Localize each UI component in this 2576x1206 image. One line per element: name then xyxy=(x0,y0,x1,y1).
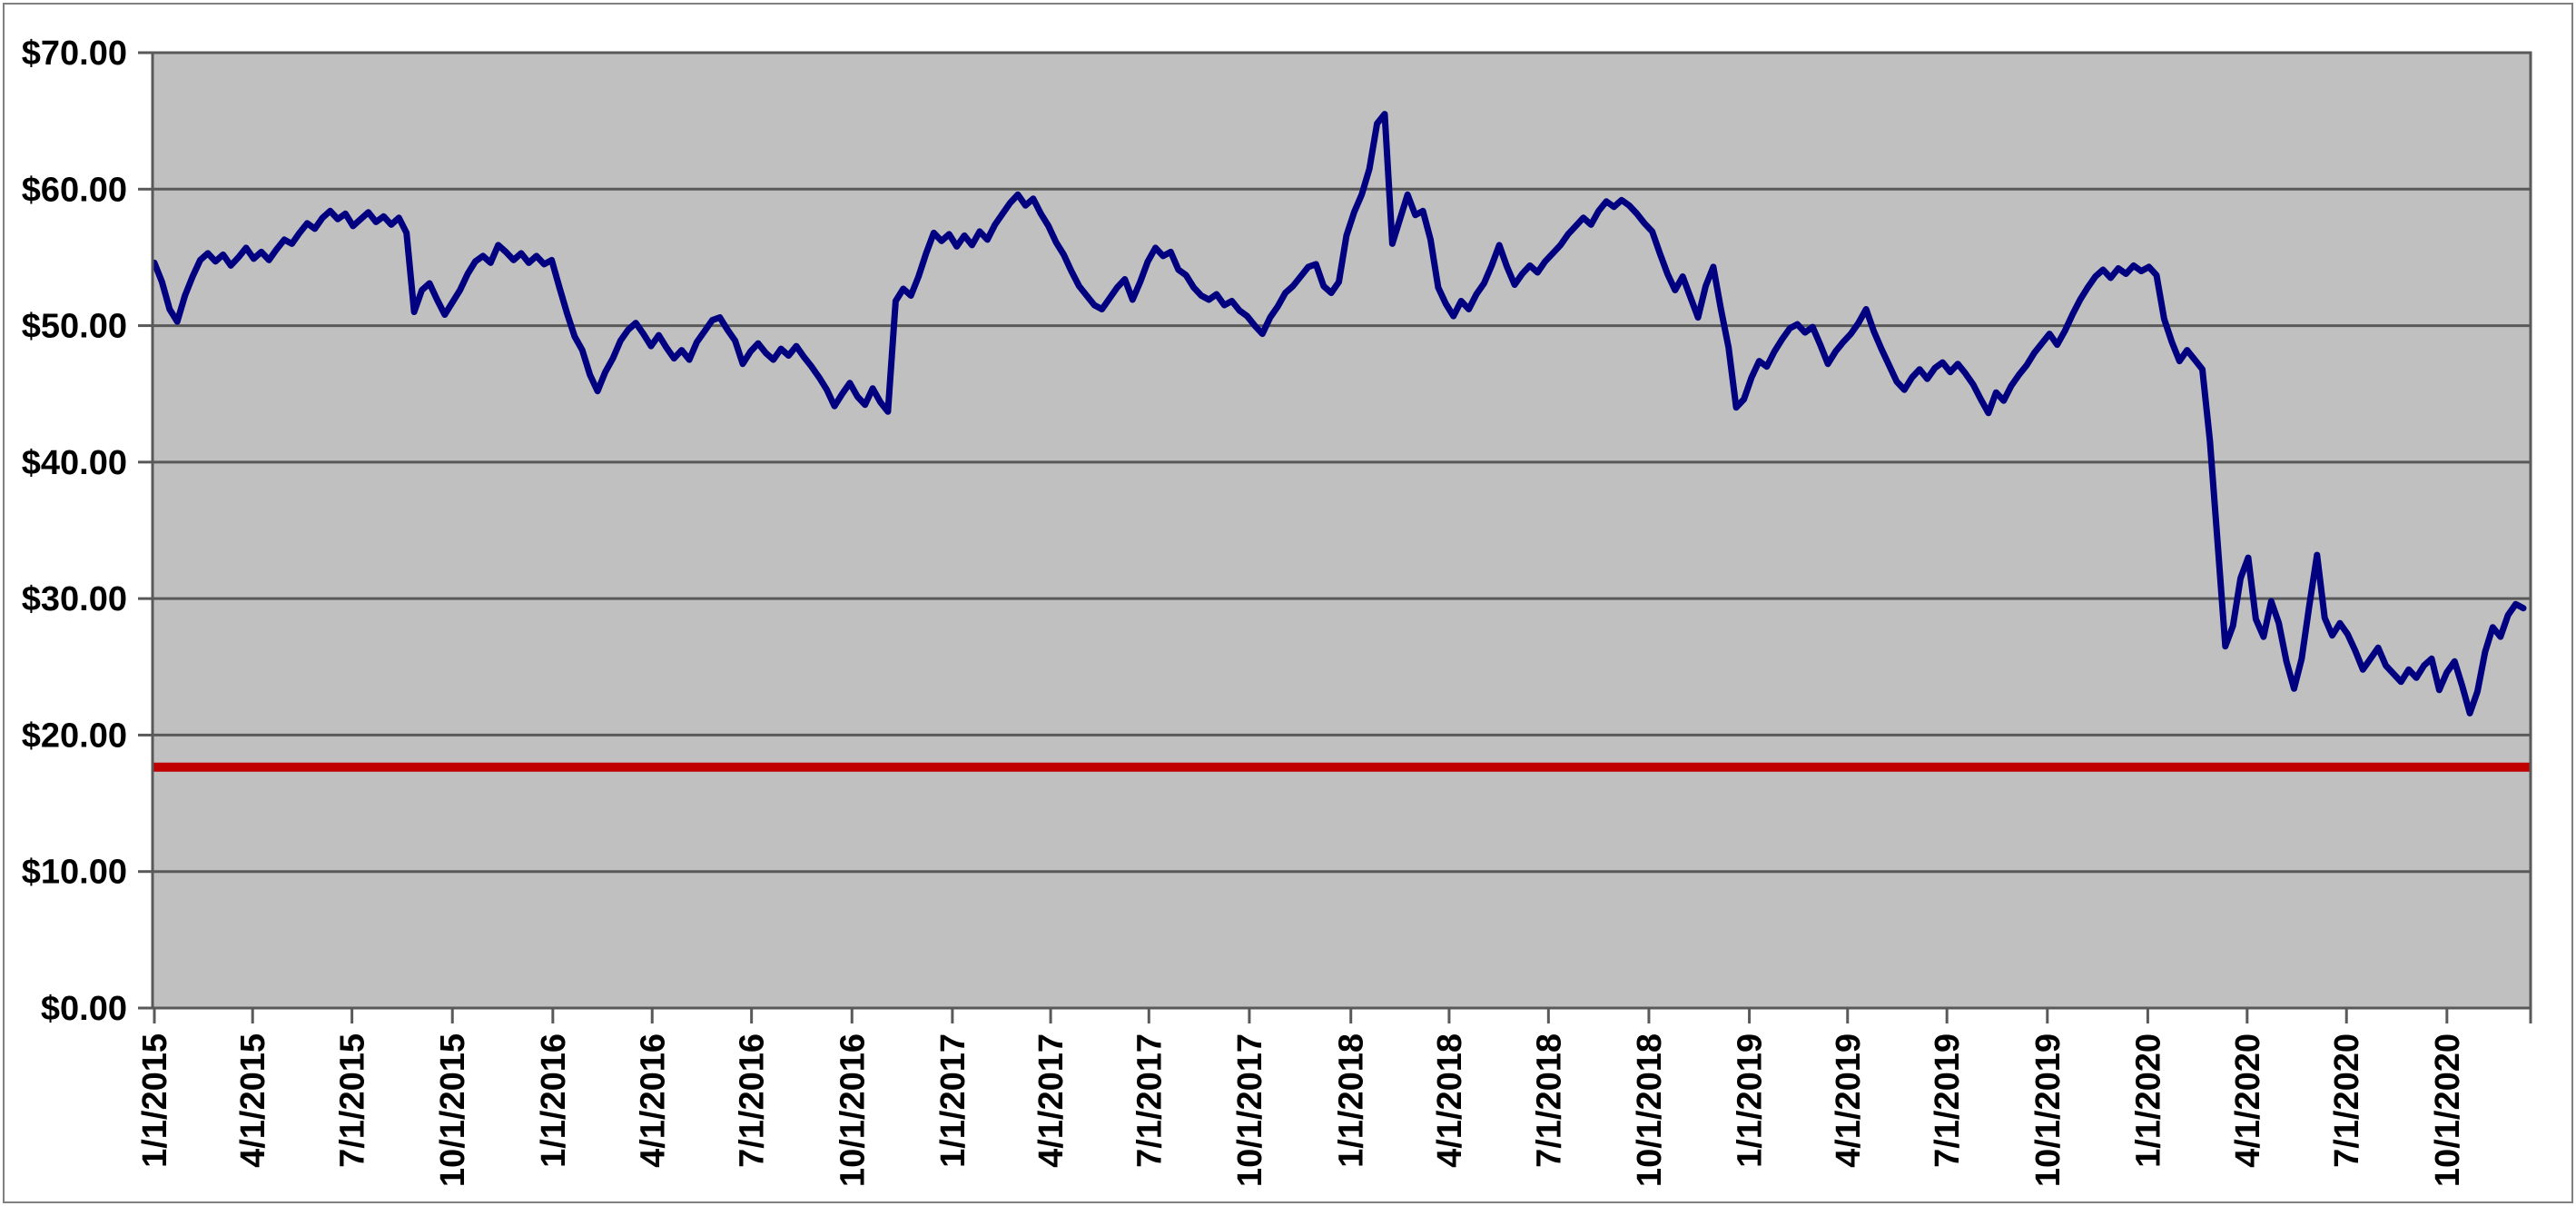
y-axis-label-$30.00: $30.00 xyxy=(22,580,127,618)
x-axis-label-4/1/2018: 4/1/2018 xyxy=(1431,1033,1469,1168)
x-axis-label-7/1/2015: 7/1/2015 xyxy=(334,1033,372,1168)
y-axis-label-$60.00: $60.00 xyxy=(22,171,127,209)
x-axis-label-10/1/2016: 10/1/2016 xyxy=(834,1033,872,1187)
x-axis-label-1/1/2020: 1/1/2020 xyxy=(2129,1033,2167,1168)
x-axis-label-4/1/2016: 4/1/2016 xyxy=(634,1033,672,1168)
plot-border xyxy=(151,51,2532,1010)
x-axis-label-10/1/2017: 10/1/2017 xyxy=(1231,1033,1269,1187)
x-axis-label-1/1/2017: 1/1/2017 xyxy=(934,1033,972,1168)
x-axis-label-1/1/2015: 1/1/2015 xyxy=(136,1033,174,1168)
y-axis-label-$0.00: $0.00 xyxy=(41,990,127,1028)
x-axis-label-7/1/2018: 7/1/2018 xyxy=(1530,1033,1568,1168)
x-axis-label-4/1/2017: 4/1/2017 xyxy=(1032,1033,1071,1168)
y-axis-label-$10.00: $10.00 xyxy=(22,854,127,892)
price-line xyxy=(151,111,2527,717)
x-axis-label-1/1/2016: 1/1/2016 xyxy=(535,1033,573,1168)
x-axis-label-10/1/2020: 10/1/2020 xyxy=(2429,1033,2467,1187)
x-axis-label-10/1/2019: 10/1/2019 xyxy=(2029,1033,2068,1187)
x-axis-label-1/1/2019: 1/1/2019 xyxy=(1732,1033,1770,1168)
x-axis-label-4/1/2015: 4/1/2015 xyxy=(234,1033,272,1168)
x-axis-label-4/1/2019: 4/1/2019 xyxy=(1830,1033,1868,1168)
x-axis-label-7/1/2016: 7/1/2016 xyxy=(734,1033,772,1168)
x-axis-label-10/1/2015: 10/1/2015 xyxy=(434,1033,472,1187)
x-axis-label-7/1/2020: 7/1/2020 xyxy=(2328,1033,2366,1168)
x-axis-label-7/1/2019: 7/1/2019 xyxy=(1929,1033,1967,1168)
y-axis-label-$50.00: $50.00 xyxy=(22,308,127,346)
x-axis-label-10/1/2018: 10/1/2018 xyxy=(1631,1033,1669,1187)
x-axis-label-7/1/2017: 7/1/2017 xyxy=(1130,1033,1169,1168)
plot-area xyxy=(153,53,2531,1008)
y-axis-label-$20.00: $20.00 xyxy=(22,717,127,755)
y-axis-label-$40.00: $40.00 xyxy=(22,444,127,482)
x-axis-label-1/1/2018: 1/1/2018 xyxy=(1333,1033,1371,1168)
x-axis-label-4/1/2020: 4/1/2020 xyxy=(2229,1033,2267,1168)
y-axis-label-$70.00: $70.00 xyxy=(22,35,127,73)
